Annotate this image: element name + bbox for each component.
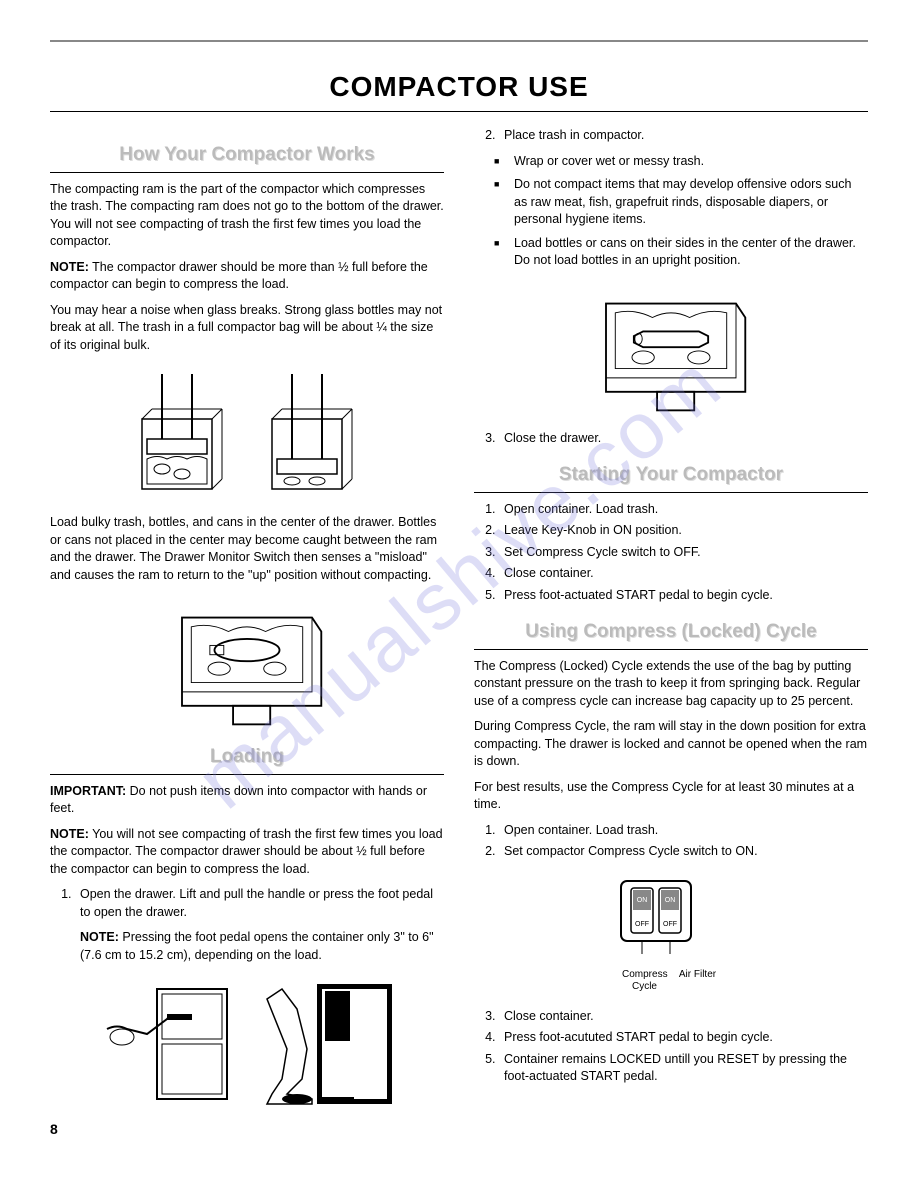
paragraph: Load bulky trash, bottles, and cans in t… xyxy=(50,514,444,584)
figure-drawer-top-view xyxy=(50,599,444,729)
loading-steps-cont: Place trash in compactor. xyxy=(474,127,868,145)
title-underline xyxy=(50,111,868,112)
figure-switch: ON ON OFF OFF Compress Cycle Air Filter xyxy=(611,876,731,993)
step: Close container. xyxy=(499,1008,868,1026)
svg-text:ON: ON xyxy=(637,897,648,904)
svg-text:OFF: OFF xyxy=(663,921,677,928)
top-rule xyxy=(50,40,868,42)
loading-steps-cont2: Close the drawer. xyxy=(474,430,868,448)
bullet: Wrap or cover wet or messy trash. xyxy=(514,153,868,171)
step: Close the drawer. xyxy=(499,430,868,448)
note-label: NOTE: xyxy=(80,930,119,944)
page-title: COMPACTOR USE xyxy=(50,67,868,106)
note-label: NOTE: xyxy=(50,827,89,841)
bullet: Do not compact items that may develop of… xyxy=(514,176,868,229)
paragraph: During Compress Cycle, the ram will stay… xyxy=(474,718,868,771)
switch-labels: Compress Cycle Air Filter xyxy=(611,969,731,993)
section-compress: Using Compress (Locked) Cycle xyxy=(474,619,868,650)
step: Container remains LOCKED untill you RESE… xyxy=(499,1051,868,1086)
step-note: NOTE: Pressing the foot pedal opens the … xyxy=(50,929,444,964)
note: NOTE: The compactor drawer should be mor… xyxy=(50,259,444,294)
important-label: IMPORTANT: xyxy=(50,784,126,798)
section-loading: Loading xyxy=(50,744,444,775)
step: Set Compress Cycle switch to OFF. xyxy=(499,544,868,562)
note-text: The compactor drawer should be more than… xyxy=(50,260,428,292)
starting-steps: Open container. Load trash. Leave Key-Kn… xyxy=(474,501,868,605)
section-starting: Starting Your Compactor xyxy=(474,462,868,493)
compress-steps-cont: Close container. Press foot-acututed STA… xyxy=(474,1008,868,1086)
paragraph: The Compress (Locked) Cycle extends the … xyxy=(474,658,868,711)
step: Place trash in compactor. xyxy=(499,127,868,145)
right-column: Place trash in compactor. Wrap or cover … xyxy=(474,127,868,1124)
figure-compactor-boxes xyxy=(50,369,444,499)
step: Close container. xyxy=(499,565,868,583)
important: IMPORTANT: Do not push items down into c… xyxy=(50,783,444,818)
step: Press foot-acututed START pedal to begin… xyxy=(499,1029,868,1047)
loading-steps: Open the drawer. Lift and pull the handl… xyxy=(50,886,444,921)
step: Open the drawer. Lift and pull the handl… xyxy=(75,886,444,921)
note2: NOTE: You will not see compacting of tra… xyxy=(50,826,444,879)
svg-text:OFF: OFF xyxy=(635,921,649,928)
switch-label-left: Compress Cycle xyxy=(622,969,667,993)
section-how-works: How Your Compactor Works xyxy=(50,142,444,173)
figure-open-drawer xyxy=(50,979,444,1109)
paragraph: For best results, use the Compress Cycle… xyxy=(474,779,868,814)
left-column: How Your Compactor Works The compacting … xyxy=(50,127,444,1124)
paragraph: The compacting ram is the part of the co… xyxy=(50,181,444,251)
trash-bullets: Wrap or cover wet or messy trash. Do not… xyxy=(474,153,868,270)
content-columns: How Your Compactor Works The compacting … xyxy=(50,127,868,1124)
step: Press foot-actuated START pedal to begin… xyxy=(499,587,868,605)
note-label: NOTE: xyxy=(50,260,89,274)
step: Open container. Load trash. xyxy=(499,501,868,519)
step: Set compactor Compress Cycle switch to O… xyxy=(499,843,868,861)
step: Open container. Load trash. xyxy=(499,822,868,840)
compress-steps: Open container. Load trash. Set compacto… xyxy=(474,822,868,861)
svg-text:ON: ON xyxy=(665,897,676,904)
bullet: Load bottles or cans on their sides in t… xyxy=(514,235,868,270)
paragraph: You may hear a noise when glass breaks. … xyxy=(50,302,444,355)
figure-drawer-bottles xyxy=(474,285,868,415)
note-text: Pressing the foot pedal opens the contai… xyxy=(80,930,434,962)
page-number: 8 xyxy=(50,1120,58,1140)
step: Leave Key-Knob in ON position. xyxy=(499,522,868,540)
switch-label-right: Air Filter xyxy=(675,969,720,993)
note-text: You will not see compacting of trash the… xyxy=(50,827,443,876)
